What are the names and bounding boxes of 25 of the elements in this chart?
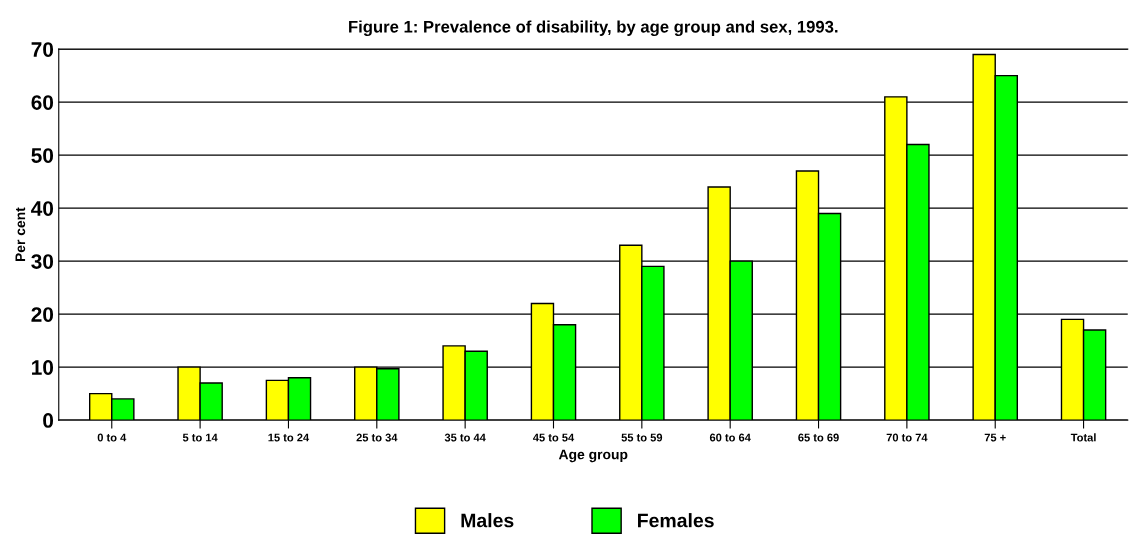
x-axis-title: Age group: [558, 449, 628, 463]
x-tick-label: 55 to 59: [621, 433, 663, 442]
x-tick-label: 15 to 24: [268, 433, 310, 442]
chart-title: Figure 1: Prevalence of disability, by age group and sex, 1993.: [349, 20, 838, 36]
y-tick-label: 40: [31, 201, 54, 216]
x-tick-label: 65 to 69: [798, 433, 839, 442]
y-axis-title: Per cent: [15, 207, 26, 262]
y-tick-label: 30: [31, 254, 54, 269]
x-tick-label: 25 to 34: [356, 433, 398, 442]
x-tick-label: 35 to 44: [444, 433, 486, 442]
legend-label: Males: [461, 513, 514, 528]
x-tick-label: Total: [1070, 433, 1096, 442]
x-tick-label: 45 to 54: [532, 433, 575, 442]
x-tick-label: 5 to 14: [182, 433, 218, 442]
y-tick-label: 60: [31, 95, 54, 110]
y-tick-label: 50: [31, 148, 54, 163]
x-tick-label: 0 to 4: [97, 433, 127, 442]
y-tick-label: 10: [32, 360, 54, 375]
legend-label: Females: [638, 513, 714, 528]
x-tick-label: 60 to 64: [709, 433, 751, 442]
y-tick-label: 20: [31, 307, 54, 322]
y-tick-label: 0: [43, 413, 54, 428]
x-tick-label: 70 to 74: [886, 433, 928, 442]
y-tick-label: 70: [31, 42, 54, 57]
x-tick-label: 75 +: [984, 433, 1006, 442]
